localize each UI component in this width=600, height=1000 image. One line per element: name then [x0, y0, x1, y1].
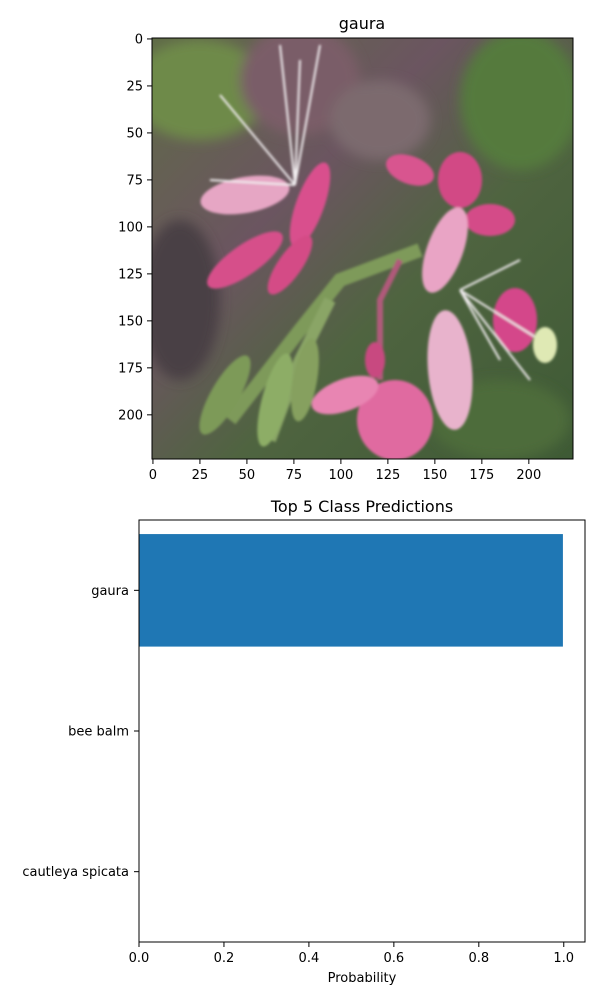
bar-x-tick-label: 0.2 [214, 951, 235, 966]
image-x-tick-label: 75 [286, 468, 303, 483]
bar-category-label: bee balm [68, 725, 129, 740]
image-x-tick-label: 175 [469, 468, 494, 483]
image-title: gaura [339, 14, 385, 33]
image-y-axis: 0 25 50 75 100 125 150 175 200 [118, 32, 152, 423]
image-x-tick-label: 100 [328, 468, 353, 483]
bar-chart-panel: Top 5 Class Predictions 0.0 0.2 0.4 0.6 0.8 1… [22, 497, 586, 986]
bar-chart-title: Top 5 Class Predictions [270, 497, 453, 516]
image-panel: gaura [118, 14, 574, 483]
bars [139, 534, 563, 928]
image-y-tick-label: 0 [135, 32, 143, 47]
image-frame [151, 37, 574, 460]
bar-y-axis: gaura bee balm cautleya spicata [22, 584, 139, 880]
bar-x-tick-label: 0.4 [299, 951, 320, 966]
bar-category-label: gaura [91, 584, 129, 599]
image-y-tick-label: 100 [118, 220, 143, 235]
image-x-tick-label: 50 [239, 468, 256, 483]
bar-x-tick-label: 0.0 [129, 951, 150, 966]
bar-x-tick-label: 0.8 [468, 951, 489, 966]
image-x-tick-label: 125 [375, 468, 400, 483]
image-x-tick-label: 200 [516, 468, 541, 483]
bar-x-axis-label: Probability [328, 971, 397, 986]
image-y-tick-label: 50 [126, 126, 143, 141]
image-y-tick-label: 200 [118, 408, 143, 423]
bar-x-axis: 0.0 0.2 0.4 0.6 0.8 1.0 [129, 942, 574, 966]
bar [139, 534, 563, 647]
bar-category-label: cautleya spicata [22, 865, 129, 880]
bar-x-tick-label: 0.6 [384, 951, 405, 966]
image-y-tick-label: 25 [126, 79, 143, 94]
image-x-tick-label: 25 [192, 468, 209, 483]
image-x-axis: 0 25 50 75 100 125 150 175 200 [149, 459, 541, 483]
image-y-tick-label: 125 [118, 267, 143, 282]
image-y-tick-label: 150 [118, 314, 143, 329]
image-y-tick-label: 75 [126, 173, 143, 188]
image-x-tick-label: 150 [422, 468, 447, 483]
image-x-tick-label: 0 [149, 468, 157, 483]
bar-x-tick-label: 1.0 [553, 951, 574, 966]
flower-image [152, 38, 573, 459]
image-y-tick-label: 175 [118, 361, 143, 376]
